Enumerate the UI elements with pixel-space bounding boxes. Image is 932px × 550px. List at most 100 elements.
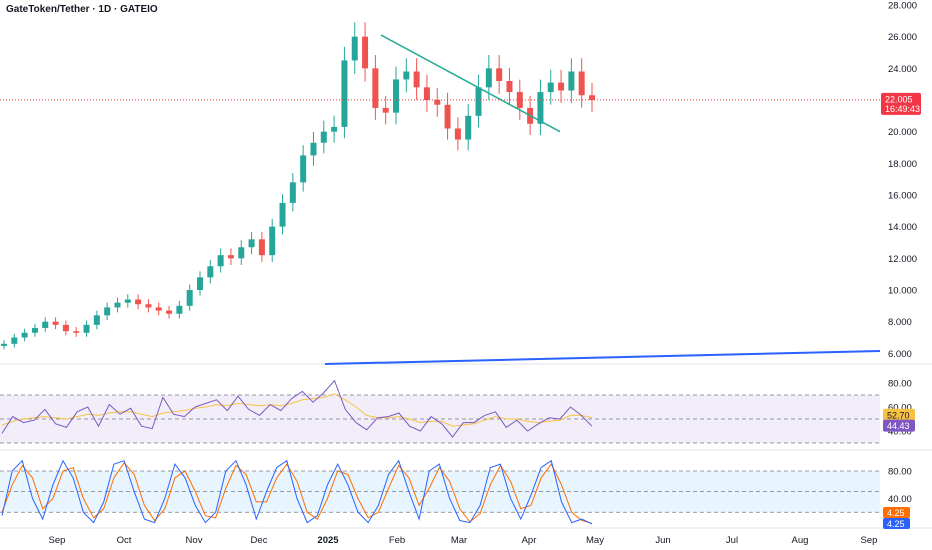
candle bbox=[217, 255, 224, 267]
stoch-k-line bbox=[1, 459, 593, 525]
time-axis-label: May bbox=[586, 535, 604, 546]
stoch-k-value: 4.25 bbox=[887, 519, 905, 529]
price-tick-label: 12.000 bbox=[888, 254, 917, 265]
candle bbox=[197, 277, 203, 290]
candle bbox=[485, 68, 492, 88]
stoch-d-line bbox=[1, 461, 593, 524]
candle bbox=[382, 107, 389, 113]
candle bbox=[578, 71, 585, 96]
rsi-ma-badge bbox=[883, 408, 915, 421]
rsi-value: 44.43 bbox=[887, 421, 910, 431]
last-price-badge bbox=[881, 92, 921, 115]
candle bbox=[341, 60, 348, 127]
candle bbox=[454, 128, 461, 140]
rsi-tick-label: 80.00 bbox=[888, 379, 912, 390]
candle bbox=[21, 332, 28, 338]
candle bbox=[434, 100, 441, 105]
rsi-ma-line bbox=[1, 393, 593, 427]
candle bbox=[537, 92, 544, 124]
price-tick-label: 10.000 bbox=[888, 286, 917, 297]
candle bbox=[52, 321, 59, 325]
rsi-band-fill bbox=[0, 395, 880, 443]
candle bbox=[1, 343, 7, 346]
stoch-tick-label: 80.00 bbox=[888, 467, 912, 478]
chart-title: GateToken/Tether · 1D · GATEIO bbox=[6, 4, 158, 15]
price-tick-label: 18.000 bbox=[888, 159, 917, 170]
candle bbox=[135, 299, 142, 305]
candle bbox=[83, 324, 90, 333]
candle bbox=[351, 36, 358, 61]
candle bbox=[42, 321, 49, 328]
candle bbox=[31, 328, 38, 333]
price-tick-label: 28.000 bbox=[888, 1, 917, 12]
time-axis-label: Mar bbox=[451, 535, 467, 546]
rsi-badge bbox=[883, 419, 915, 432]
time-axis-label: Apr bbox=[522, 535, 537, 546]
candle bbox=[166, 310, 173, 314]
candle bbox=[104, 307, 111, 316]
candle bbox=[114, 302, 121, 308]
candle bbox=[62, 324, 69, 332]
time-axis-label: Sep bbox=[861, 535, 878, 546]
price-tick-label: 26.000 bbox=[888, 32, 917, 43]
stoch-k-badge bbox=[883, 518, 910, 529]
rsi-tick-label: 60.00 bbox=[888, 403, 912, 414]
rsi-line bbox=[1, 379, 593, 438]
candle bbox=[258, 239, 265, 256]
long-trendline bbox=[324, 350, 881, 365]
stoch-tick-label: 40.00 bbox=[888, 494, 912, 505]
candle bbox=[403, 71, 410, 80]
candle bbox=[11, 337, 18, 344]
candle bbox=[207, 266, 214, 278]
price-tick-label: 6.000 bbox=[888, 349, 912, 360]
candle bbox=[331, 126, 338, 132]
candle bbox=[475, 87, 482, 116]
candle bbox=[568, 71, 575, 91]
descending-trendline bbox=[380, 34, 561, 133]
time-axis-label: Oct bbox=[117, 535, 132, 546]
candle bbox=[393, 79, 399, 113]
time-axis-label: Sep bbox=[49, 535, 66, 546]
time-axis-label: Nov bbox=[186, 535, 203, 546]
candle bbox=[279, 202, 286, 227]
candle bbox=[372, 68, 379, 108]
candle bbox=[269, 226, 276, 256]
price-tick-label: 14.000 bbox=[888, 222, 917, 233]
candle bbox=[547, 82, 554, 93]
time-axis-label: Dec bbox=[251, 535, 268, 546]
time-axis-label: Jun bbox=[655, 535, 670, 546]
stoch-d-badge bbox=[883, 507, 910, 518]
candle bbox=[227, 255, 234, 259]
candle bbox=[496, 68, 503, 81]
candle bbox=[176, 305, 183, 314]
last-price-value: 22.005 bbox=[885, 94, 913, 104]
candle bbox=[423, 87, 430, 100]
rsi-tick-label: 40.00 bbox=[888, 427, 912, 438]
candle bbox=[589, 95, 595, 100]
candle bbox=[362, 36, 369, 69]
candle bbox=[73, 331, 80, 333]
time-axis-label: Aug bbox=[792, 535, 809, 546]
candle bbox=[124, 299, 131, 303]
price-tick-label: 24.000 bbox=[888, 64, 917, 75]
candle bbox=[506, 81, 513, 93]
price-tick-label: 8.000 bbox=[888, 317, 912, 328]
candle bbox=[300, 155, 307, 183]
time-axis-label: Jul bbox=[726, 535, 738, 546]
stoch-band-fill bbox=[0, 471, 880, 513]
candle bbox=[238, 247, 245, 259]
time-axis-label: 2025 bbox=[317, 535, 339, 546]
time-axis-label: Feb bbox=[389, 535, 405, 546]
price-tick-label: 16.000 bbox=[888, 191, 917, 202]
candle bbox=[444, 104, 451, 129]
candle bbox=[465, 115, 472, 140]
candle bbox=[289, 182, 296, 203]
candle bbox=[155, 307, 162, 311]
candle bbox=[310, 142, 317, 156]
candle bbox=[248, 239, 255, 248]
price-tick-label: 20.000 bbox=[888, 127, 917, 138]
candle bbox=[145, 304, 152, 308]
candle bbox=[93, 315, 100, 325]
countdown-value: 16:49:43 bbox=[885, 104, 920, 114]
